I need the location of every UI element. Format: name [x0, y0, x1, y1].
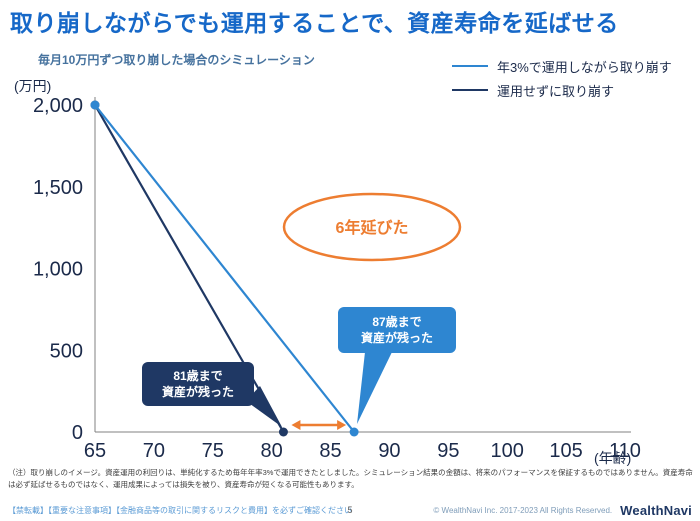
- svg-text:1,500: 1,500: [33, 177, 83, 199]
- legend-line-navy: [452, 89, 488, 91]
- callout-age-81-line2: 資産が残った: [161, 385, 234, 399]
- svg-text:75: 75: [202, 440, 224, 462]
- callout-age-87: 87歳まで 資産が残った: [338, 307, 456, 353]
- footer-disclaimer: 【禁転載】【重要な注意事項】【金融商品等の取引に関するリスクと費用】を必ずご確認…: [8, 505, 352, 515]
- callout-age-87-line2: 資産が残った: [360, 331, 433, 345]
- x-axis-unit-label: (年齢): [594, 450, 632, 466]
- legend-line-lightblue: [452, 65, 488, 67]
- svg-text:110: 110: [609, 440, 641, 462]
- svg-text:500: 500: [50, 340, 83, 362]
- y-axis-unit-label: (万円): [14, 78, 52, 94]
- svg-text:0: 0: [72, 422, 83, 444]
- legend-label-noinvest: 運用せずに取り崩す: [497, 83, 615, 99]
- svg-text:65: 65: [84, 440, 106, 462]
- callout-age-87-line1: 87歳まで: [372, 314, 422, 329]
- svg-text:105: 105: [549, 440, 582, 462]
- copyright-text: © WealthNavi Inc. 2017-2023 All Rights R…: [433, 505, 613, 515]
- chart-subtitle: 毎月10万円ずつ取り崩した場合のシミュレーション: [38, 53, 315, 67]
- legend-item-invest: 年3%で運用しながら取り崩す: [452, 56, 672, 76]
- footer: 5 【禁転載】【重要な注意事項】【金融商品等の取引に関するリスクと費用】を必ずご…: [0, 501, 700, 519]
- legend-item-noinvest: 運用せずに取り崩す: [452, 80, 672, 100]
- svg-text:70: 70: [143, 440, 165, 462]
- svg-text:2,000: 2,000: [33, 95, 83, 117]
- svg-text:85: 85: [319, 440, 341, 462]
- callout-age-81-line1: 81歳まで: [173, 368, 223, 383]
- legend-label-invest: 年3%で運用しながら取り崩す: [497, 59, 672, 75]
- svg-text:95: 95: [437, 440, 459, 462]
- svg-text:100: 100: [491, 440, 524, 462]
- callout-age-81: 81歳まで 資産が残った: [142, 362, 254, 406]
- svg-text:6年延びた: 6年延びた: [336, 218, 409, 237]
- wealthnavi-logo: WealthNavi: [620, 502, 692, 518]
- legend: 年3%で運用しながら取り崩す 運用せずに取り崩す: [452, 56, 672, 100]
- footer-right: © WealthNavi Inc. 2017-2023 All Rights R…: [433, 503, 692, 518]
- svg-text:90: 90: [378, 440, 400, 462]
- svg-text:80: 80: [261, 440, 283, 462]
- page-title: 取り崩しながらでも運用することで、資産寿命を延ばせる: [10, 10, 619, 36]
- svg-text:1,000: 1,000: [33, 259, 83, 281]
- footnote: （注）取り崩しのイメージ。資産運用の利回りは、単純化するため毎年年率3%で運用で…: [8, 468, 693, 489]
